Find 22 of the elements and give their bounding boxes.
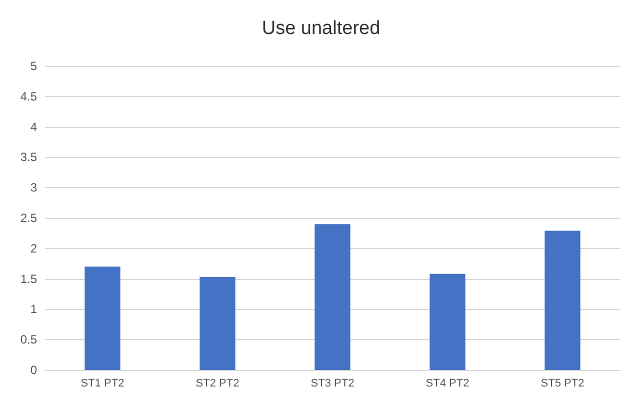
y-tick-label: 2	[30, 241, 38, 256]
bar	[430, 274, 466, 370]
y-tick-label: 5	[30, 59, 38, 73]
y-tick-label: 2.5	[20, 211, 38, 225]
chart-title: Use unaltered	[262, 18, 380, 39]
y-tick-label: 0.5	[20, 332, 38, 347]
y-tick-label: 3	[30, 180, 38, 195]
y-tick-label: 3.5	[20, 150, 38, 164]
y-tick-label: 0	[30, 363, 38, 377]
x-tick-label: ST3 PT2	[310, 378, 354, 390]
bar	[84, 266, 120, 370]
y-tick-label: 4	[30, 120, 38, 134]
y-tick-label: 1	[30, 302, 38, 316]
y-tick-label: 1.5	[20, 272, 38, 286]
x-tick-label: ST2 PT2	[196, 378, 240, 390]
y-tick-label: 4.5	[20, 89, 38, 104]
x-tick-label: ST4 PT2	[426, 378, 470, 390]
bar	[314, 224, 350, 370]
bar	[544, 230, 580, 370]
x-tick-label: ST1 PT2	[80, 378, 124, 390]
x-tick-label: ST5 PT2	[540, 378, 584, 390]
bar	[200, 276, 236, 370]
